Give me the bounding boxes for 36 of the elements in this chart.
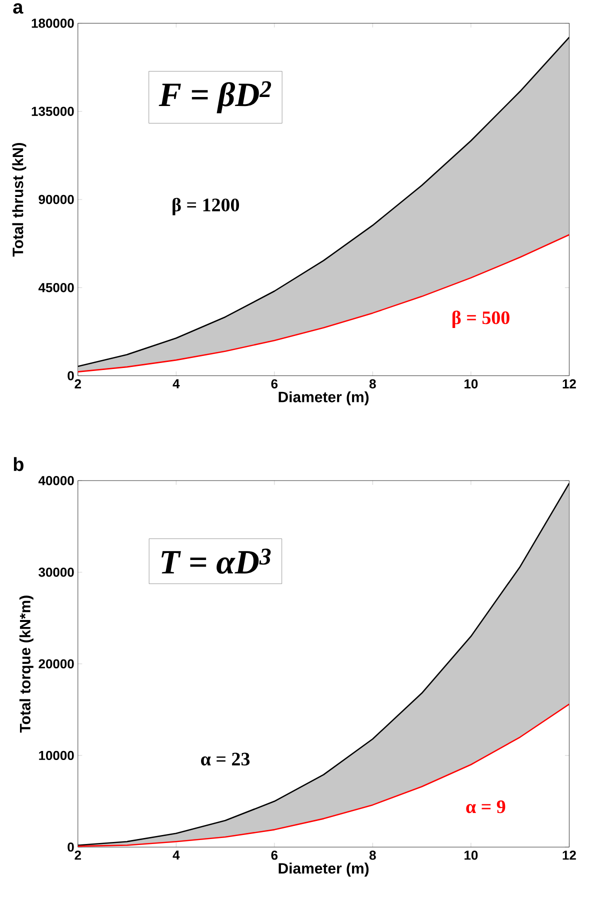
y-axis-title: Total torque (kN*m) (19, 596, 34, 733)
x-axis-title: Diameter (m) (278, 391, 368, 406)
line-series (78, 234, 570, 372)
y-tick-label: 90000 (38, 194, 74, 204)
line-series (78, 704, 570, 847)
x-tick-label: 12 (562, 379, 576, 388)
x-tick-label: 2 (74, 379, 81, 388)
chart-title: b (14, 457, 24, 472)
y-tick-label: 180000 (32, 18, 74, 28)
y-tick-label: 45000 (38, 283, 74, 292)
x-tick-label: 6 (271, 379, 278, 388)
text: β = 1200 (172, 198, 239, 216)
series-label: β = 500 (452, 310, 510, 328)
x-tick-label: 12 (562, 850, 576, 860)
series-label: α = 9 (466, 800, 506, 814)
y-tick-label: 40000 (38, 476, 74, 486)
x-tick-label: 6 (271, 850, 278, 860)
annotation: F = βD$^{2}$ (158, 81, 271, 114)
y-tick-label: 0 (68, 842, 74, 852)
y-tick-label: 30000 (38, 568, 74, 577)
x-tick-label: 10 (464, 850, 478, 860)
x-tick-label: 4 (172, 379, 180, 388)
y-tick-label: 20000 (38, 659, 74, 668)
y-axis-title: Total thrust (kN) (12, 142, 26, 257)
annotation: T = αD$^{3}$ (161, 548, 271, 574)
x-tick-label: 10 (464, 379, 478, 388)
x-tick-label: 8 (369, 850, 376, 860)
x-tick-label: 2 (74, 850, 81, 860)
x-axis-title: Diameter (m) (278, 862, 368, 877)
y-tick-label: 10000 (39, 750, 74, 760)
y-tick-label: 135000 (32, 106, 74, 116)
text: α = 23 (200, 752, 250, 766)
y-tick-label: 0 (68, 371, 74, 380)
x-tick-label: 4 (172, 850, 180, 860)
x-tick-label: 8 (369, 379, 376, 388)
chart-title: a (13, 3, 24, 14)
